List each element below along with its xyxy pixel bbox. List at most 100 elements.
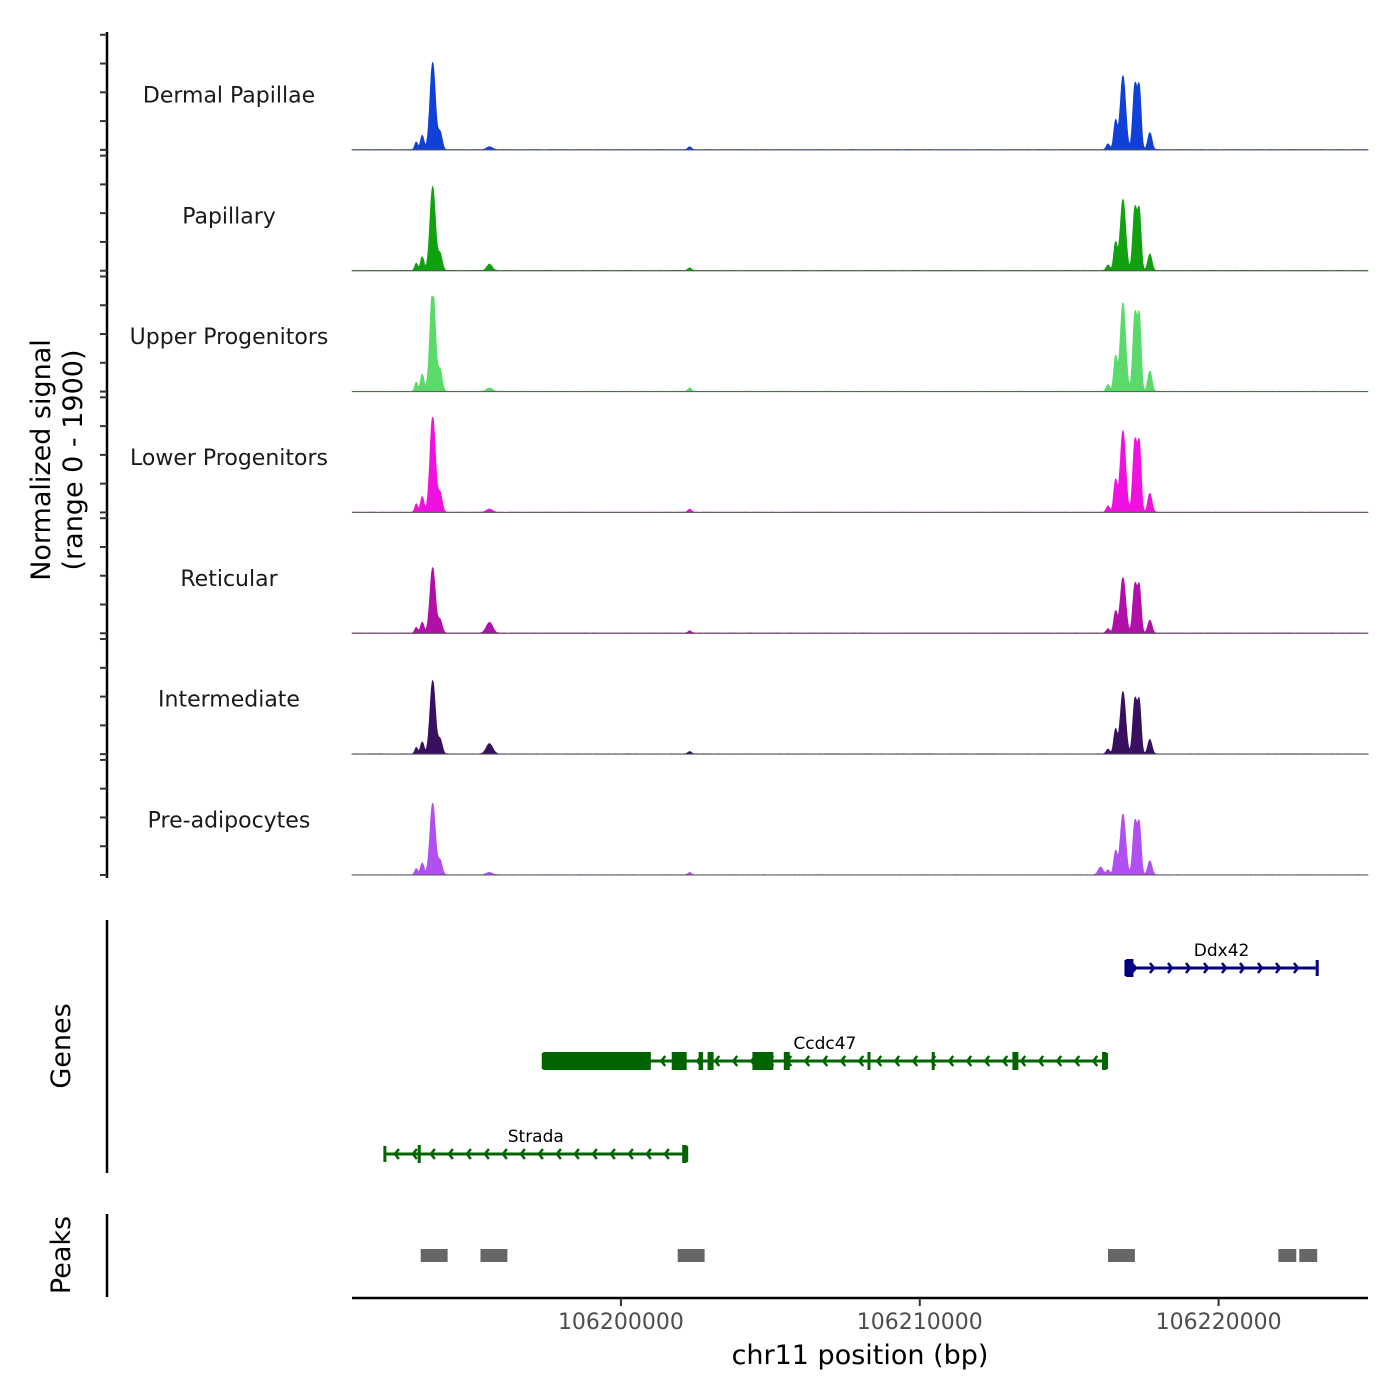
y-axis-title-line2: (range 0 - 1900): [58, 350, 89, 571]
gene-exon: [752, 1052, 774, 1070]
strand-chevron: [1292, 962, 1300, 974]
track-label: Intermediate: [158, 688, 300, 713]
strand-chevron: [893, 1055, 901, 1067]
track-dermal-papillae: Dermal Papillae: [143, 61, 1369, 151]
x-tick-label: 106200000: [558, 1310, 684, 1335]
track-label: Pre-adipocytes: [148, 809, 311, 834]
track-pre-adipocytes: Pre-adipocytes: [148, 802, 1369, 876]
x-tick-label: 106210000: [857, 1310, 983, 1335]
strand-chevron: [803, 1055, 811, 1067]
strand-chevron: [1037, 1055, 1045, 1067]
track-label: Papillary: [182, 204, 276, 229]
strand-chevron: [1220, 962, 1228, 974]
coverage-area-upper-progenitors: [351, 296, 1369, 393]
gene-exon: [1102, 1052, 1107, 1070]
gene-ccdc47: Ccdc47: [541, 1034, 1109, 1070]
x-axis: 106200000 106210000 106220000: [558, 1298, 1282, 1335]
strand-chevron: [1238, 962, 1246, 974]
strand-chevron: [447, 1148, 454, 1160]
strand-chevron: [947, 1055, 955, 1067]
peak-region: [1299, 1249, 1318, 1262]
track-label: Dermal Papillae: [143, 83, 315, 108]
strand-chevron: [713, 1055, 721, 1067]
gene-exon: [707, 1052, 714, 1070]
strand-chevron: [983, 1055, 991, 1067]
gene-exon: [682, 1145, 687, 1163]
genes-track-label: Genes: [46, 1003, 77, 1088]
coverage-area-pre-adipocytes: [351, 802, 1369, 876]
track-label: Lower Progenitors: [130, 446, 328, 471]
gene-strada: Strada: [383, 1127, 689, 1163]
track-lower-progenitors: Lower Progenitors: [130, 417, 1369, 513]
gene-exon: [931, 1052, 935, 1070]
strand-chevron: [857, 1055, 865, 1067]
strand-chevron: [465, 1148, 472, 1160]
coverage-area-lower-progenitors: [351, 417, 1369, 513]
track-papillary: Papillary: [182, 185, 1369, 272]
peak-region: [677, 1249, 705, 1262]
peaks-track: [420, 1249, 1318, 1262]
peak-region: [1108, 1249, 1135, 1262]
strand-chevron: [483, 1148, 490, 1160]
gene-label: Ccdc47: [793, 1034, 856, 1054]
strand-chevron: [1166, 962, 1174, 974]
strand-chevron: [911, 1055, 919, 1067]
track-upper-progenitors: Upper Progenitors: [130, 296, 1369, 393]
strand-chevron: [875, 1055, 883, 1067]
strand-chevron: [393, 1148, 400, 1160]
strand-chevron: [1073, 1055, 1081, 1067]
gene-exon: [543, 1052, 651, 1070]
peak-region: [480, 1249, 508, 1262]
track-reticular: Reticular: [180, 566, 1369, 634]
strand-chevron: [555, 1148, 562, 1160]
gene-label: Strada: [508, 1127, 564, 1147]
y-axis-title-line1: Normalized signal: [26, 339, 57, 581]
strand-chevron: [411, 1148, 418, 1160]
gene-label: Ddx42: [1194, 941, 1250, 961]
strand-chevron: [627, 1148, 634, 1160]
coverage-area-dermal-papillae: [351, 61, 1369, 151]
strand-chevron: [1055, 1055, 1063, 1067]
coverage-tracks: Dermal Papillae Papillary Upper Progenitor…: [100, 32, 1369, 878]
strand-chevron: [1202, 962, 1210, 974]
track-label: Upper Progenitors: [130, 325, 329, 350]
strand-chevron: [1274, 962, 1282, 974]
peaks-track-label: Peaks: [46, 1216, 77, 1294]
strand-chevron: [659, 1055, 667, 1067]
strand-chevron: [573, 1148, 580, 1160]
genes-track: Ddx42 Ccdc47 Strada: [383, 941, 1319, 1163]
gene-exon: [671, 1052, 687, 1070]
coverage-area-reticular: [351, 566, 1369, 634]
gene-exon: [698, 1052, 704, 1070]
strand-chevron: [501, 1148, 508, 1160]
peak-region: [1278, 1249, 1297, 1262]
coverage-area-papillary: [351, 185, 1369, 272]
coverage-area-intermediate: [351, 679, 1369, 755]
strand-chevron: [591, 1148, 598, 1160]
gene-ddx42: Ddx42: [1124, 941, 1319, 977]
strand-chevron: [645, 1148, 652, 1160]
strand-chevron: [965, 1055, 973, 1067]
gene-exon: [1012, 1052, 1019, 1070]
track-label: Reticular: [180, 567, 278, 592]
x-tick-label: 106220000: [1156, 1310, 1282, 1335]
strand-chevron: [1001, 1055, 1009, 1067]
strand-chevron: [1019, 1055, 1027, 1067]
strand-chevron: [519, 1148, 526, 1160]
strand-chevron: [429, 1148, 436, 1160]
peak-region: [420, 1249, 448, 1262]
x-axis-title: chr11 position (bp): [732, 1340, 989, 1371]
gene-exon: [783, 1052, 790, 1070]
gene-exon: [1125, 959, 1134, 977]
gene-exon: [417, 1145, 421, 1163]
strand-chevron: [537, 1148, 544, 1160]
strand-chevron: [839, 1055, 847, 1067]
strand-chevron: [1148, 962, 1156, 974]
strand-chevron: [1184, 962, 1192, 974]
strand-chevron: [1091, 1055, 1099, 1067]
strand-chevron: [1256, 962, 1264, 974]
strand-chevron: [609, 1148, 616, 1160]
strand-chevron: [663, 1148, 670, 1160]
gene-exon: [867, 1052, 871, 1070]
